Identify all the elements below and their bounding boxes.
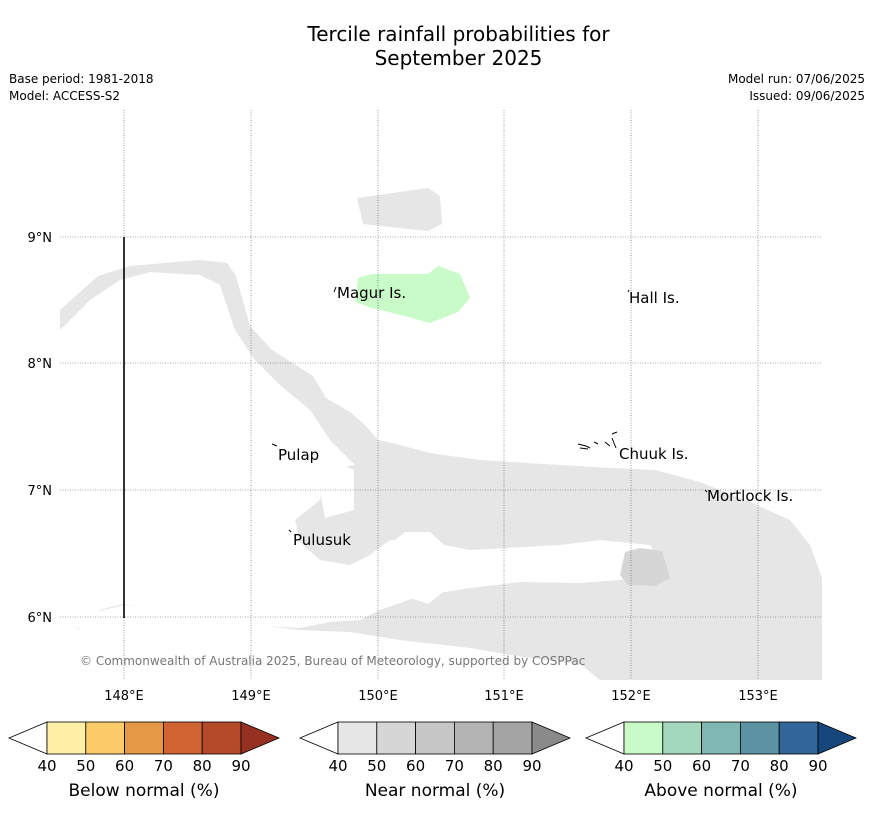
colorbar-segment: [662, 721, 702, 755]
place-mortlock: Mortlock Is.: [707, 487, 793, 505]
lon-tick-151e: 151°E: [484, 689, 524, 704]
colorbar-high-extend: [531, 721, 572, 755]
colorbar-tick-label: 90: [231, 757, 250, 775]
white-south: [60, 605, 600, 680]
colorbar-segment: [701, 721, 741, 755]
copyright-note: © Commonwealth of Australia 2025, Bureau…: [80, 654, 585, 668]
colorbar-tick-label: 80: [770, 757, 789, 775]
colorbar-label-above: Above normal (%): [644, 781, 798, 801]
lon-tick-149e: 149°E: [231, 689, 271, 704]
title-line-1: Tercile rainfall probabilities for: [307, 22, 610, 46]
colorbar-high-extend: [817, 721, 858, 755]
colorbar-tick-label: 90: [522, 757, 541, 775]
colorbar-tick-label: 90: [808, 757, 827, 775]
colorbars: 40 50 60 70 80 90 40 50 60 70 80 90 40 50 60 70 80 90: [7, 721, 858, 775]
near-normal-region: [60, 260, 822, 680]
colorbar-tick-label: 40: [328, 757, 347, 775]
place-pulusuk: Pulusuk: [293, 531, 351, 549]
colorbar-label-near: Near normal (%): [364, 781, 506, 801]
base-period: Base period: 1981-2018: [9, 72, 154, 86]
lon-tick-150e: 150°E: [358, 689, 398, 704]
colorbar-segment: [778, 721, 819, 755]
hole-1: [320, 458, 354, 518]
model-name: Model: ACCESS-S2: [9, 89, 121, 103]
lon-tick-152e: 152°E: [611, 689, 651, 704]
place-hall: Hall Is.: [629, 289, 680, 307]
colorbar-segment: [453, 721, 494, 755]
colorbar-segment: [46, 721, 87, 755]
colorbar-segment: [415, 721, 455, 755]
place-pulap: Pulap: [278, 446, 319, 464]
lat-tick-6n: 6°N: [28, 611, 53, 626]
near-normal-dark-patch: [620, 548, 670, 586]
lon-tick-153e: 153°E: [738, 689, 778, 704]
colorbar-low-extend: [584, 721, 625, 755]
colorbar-tick-label: 50: [76, 757, 95, 775]
colorbar-tick-label: 70: [154, 757, 173, 775]
colorbar-near: 40 50 60 70 80 90: [298, 721, 572, 775]
place-magur: Magur Is.: [337, 284, 406, 302]
colorbar-segment: [162, 721, 203, 755]
lat-tick-8n: 8°N: [28, 357, 53, 372]
colorbar-segment: [337, 721, 378, 755]
colorbar-tick-label: 60: [692, 757, 711, 775]
meta-left: Base period: 1981-2018 Model: ACCESS-S2: [9, 71, 154, 105]
colorbar-low-extend: [7, 721, 48, 755]
colorbar-segment: [623, 721, 664, 755]
colorbar-tick-label: 80: [193, 757, 212, 775]
colorbar-tick-label: 60: [115, 757, 134, 775]
colorbar-tick-label: 50: [367, 757, 386, 775]
colorbar-segment: [376, 721, 416, 755]
above-normal-region: [355, 266, 470, 323]
lon-tick-148e: 148°E: [104, 689, 144, 704]
model-run: Model run: 07/06/2025: [727, 72, 865, 86]
colorbar-label-below: Below normal (%): [68, 781, 220, 801]
issued-date: Issued: 09/06/2025: [749, 89, 865, 103]
title-line-2: September 2025: [374, 46, 543, 70]
place-chuuk: Chuuk Is.: [619, 445, 688, 463]
lat-tick-9n: 9°N: [28, 231, 53, 246]
colorbar-segment: [492, 721, 533, 755]
near-normal-north-patch: [357, 188, 442, 231]
hole-2: [380, 532, 458, 604]
colorbar-tick-label: 80: [484, 757, 503, 775]
lat-tick-7n: 7°N: [28, 484, 53, 499]
colorbar-tick-label: 70: [731, 757, 750, 775]
meta-right: Model run: 07/06/2025 Issued: 09/06/2025: [728, 71, 865, 105]
colorbar-tick-label: 70: [445, 757, 464, 775]
colorbar-above: 40 50 60 70 80 90: [584, 721, 858, 775]
colorbar-below: 40 50 60 70 80 90: [7, 721, 281, 775]
colorbar-tick-label: 40: [37, 757, 56, 775]
colorbar-segment: [124, 721, 164, 755]
colorbar-segment: [740, 721, 780, 755]
colorbar-segment: [201, 721, 242, 755]
map-area: Magur Is. Hall Is. Pulap Chuuk Is. Mortl…: [28, 110, 822, 704]
colorbar-tick-label: 40: [614, 757, 633, 775]
colorbar-low-extend: [298, 721, 339, 755]
island-markers: [271, 286, 708, 533]
map-title: Tercile rainfall probabilities for Septe…: [0, 22, 873, 70]
colorbar-tick-label: 50: [653, 757, 672, 775]
colorbar-high-extend: [240, 721, 281, 755]
colorbar-segment: [85, 721, 126, 755]
colorbar-tick-label: 60: [406, 757, 425, 775]
